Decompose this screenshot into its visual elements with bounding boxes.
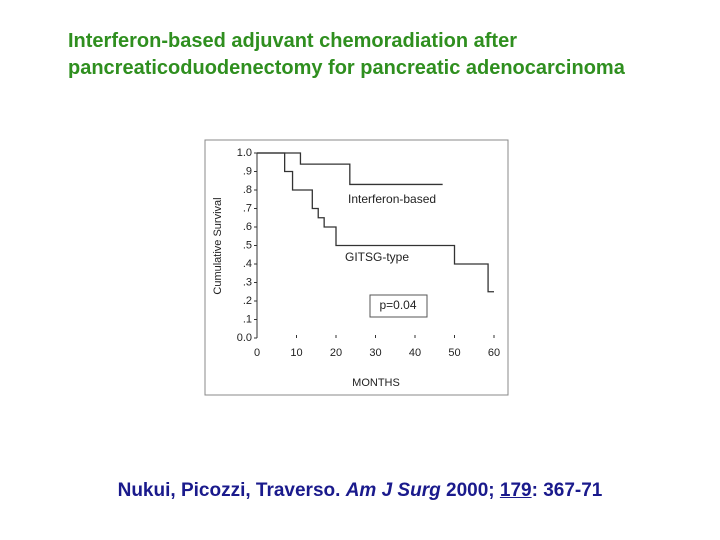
y-tick-label: .6: [243, 221, 252, 233]
y-tick-label: .2: [243, 295, 252, 307]
citation: Nukui, Picozzi, Traverso. Am J Surg 2000…: [0, 480, 720, 502]
series-label: Interferon-based: [348, 192, 436, 206]
y-tick-label: .4: [243, 258, 252, 270]
y-tick-label: 1.0: [237, 147, 252, 159]
citation-journal: Am J Surg: [345, 480, 441, 501]
x-tick-label: 10: [290, 347, 302, 359]
y-tick-label: 0.0: [237, 332, 252, 344]
citation-volume: 179: [499, 480, 532, 501]
y-tick-label: .5: [243, 239, 252, 251]
y-tick-label: .9: [243, 165, 252, 177]
chart-frame: [204, 139, 509, 396]
x-tick-label: 40: [409, 347, 421, 359]
x-tick-label: 20: [330, 347, 342, 359]
survival-curve: [257, 152, 494, 293]
annotation: p=0.04: [379, 298, 416, 312]
series-label: GITSG-type: [345, 250, 409, 264]
y-tick-label: .3: [243, 276, 252, 288]
survival-curve: [257, 152, 443, 186]
x-axis-label: MONTHS: [352, 377, 400, 389]
y-tick-label: .1: [243, 313, 252, 325]
x-tick-label: 0: [254, 347, 260, 359]
x-tick-label: 60: [488, 347, 500, 359]
x-tick-label: 50: [448, 347, 460, 359]
y-axis-label: Cumulative Survival: [212, 197, 224, 294]
y-tick-label: .7: [243, 202, 252, 214]
slide-title: Interferon-based adjuvant chemoradiation…: [68, 30, 625, 79]
citation-authors: Nukui, Picozzi, Traverso.: [117, 480, 341, 501]
annotation-box: [369, 294, 428, 318]
citation-pages: : 367-71: [531, 480, 603, 501]
citation-year: 2000;: [446, 480, 495, 501]
x-tick-label: 30: [369, 347, 381, 359]
y-tick-label: .8: [243, 184, 252, 196]
